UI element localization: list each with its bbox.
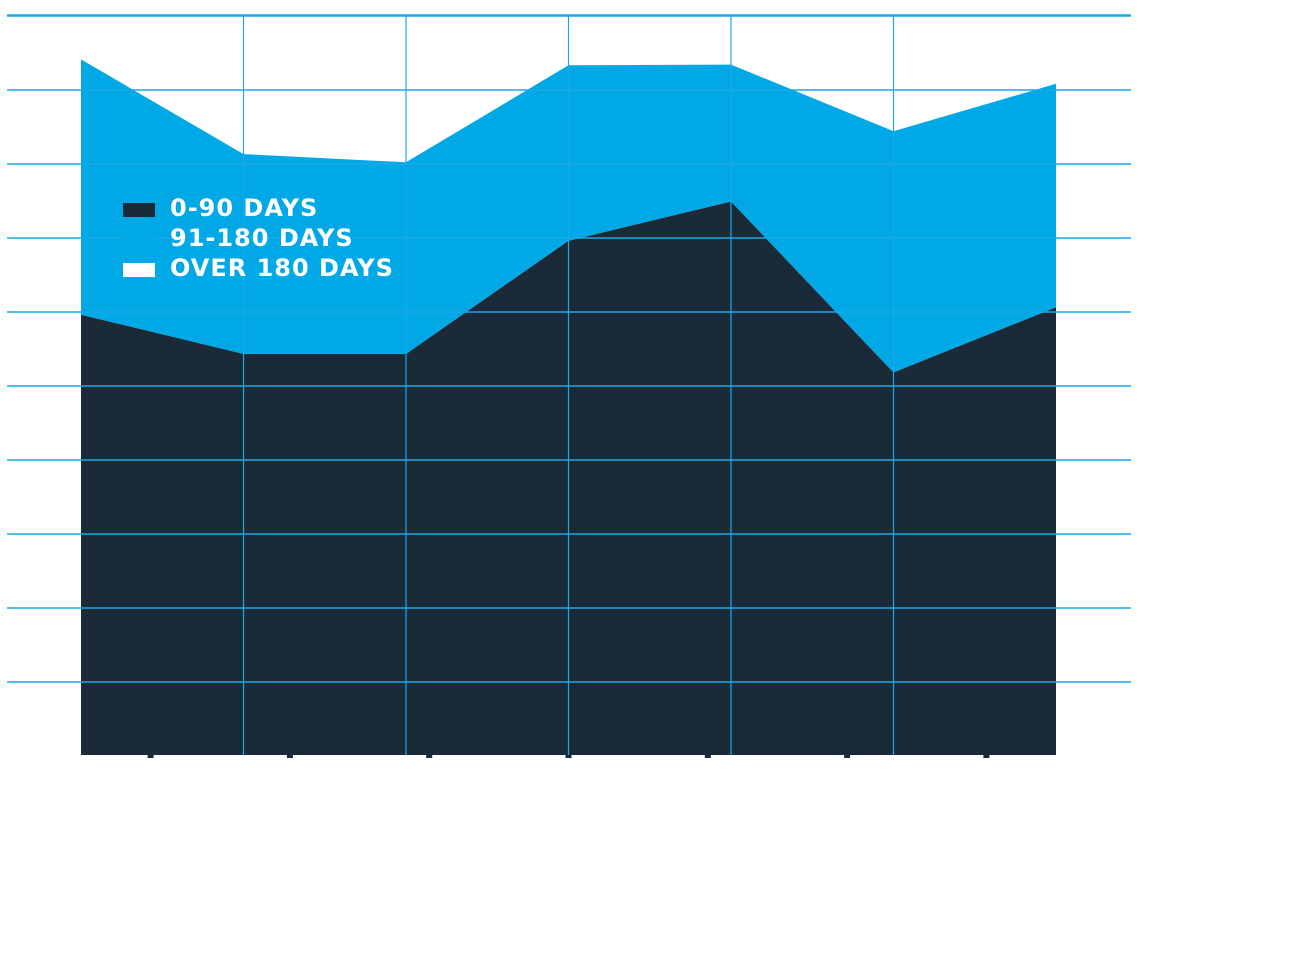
gridlines [7, 14, 1131, 755]
legend-swatch-over-180-days [123, 263, 155, 277]
x-tick-6 [844, 755, 851, 758]
x-axis-ticks [147, 755, 990, 758]
x-tick-7 [983, 755, 990, 758]
legend-swatch-0-90-days [123, 203, 155, 217]
legend-label-91-180-days: 91-180 DAYS [170, 224, 354, 252]
x-tick-2 [286, 755, 293, 758]
legend-label-over-180-days: OVER 180 DAYS [170, 254, 394, 282]
legend-swatch-91-180-days [123, 233, 155, 247]
x-tick-1 [147, 755, 154, 758]
x-tick-3 [426, 755, 433, 758]
x-tick-5 [704, 755, 711, 758]
x-tick-4 [565, 755, 572, 758]
legend-label-0-90-days: 0-90 DAYS [170, 194, 318, 222]
